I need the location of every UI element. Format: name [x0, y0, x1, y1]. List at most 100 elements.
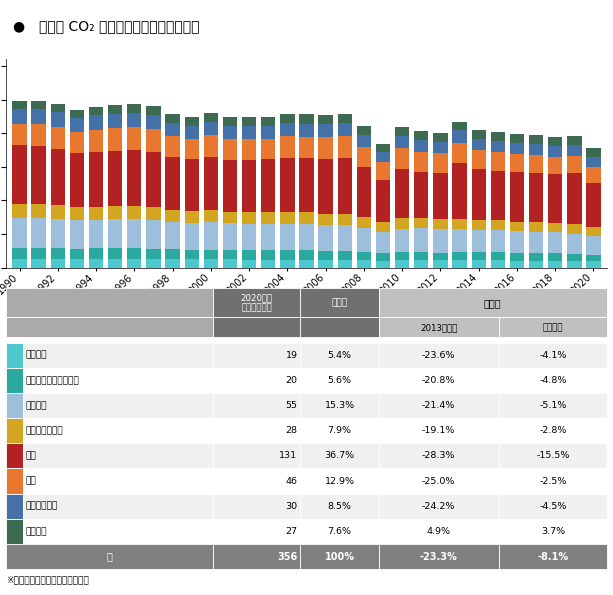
Bar — [147, 259, 161, 268]
Bar — [166, 157, 180, 209]
Bar — [338, 251, 352, 260]
Bar — [510, 172, 524, 222]
Text: 20: 20 — [286, 376, 297, 385]
Bar — [414, 131, 428, 140]
Text: 28: 28 — [286, 426, 297, 435]
Bar — [567, 173, 582, 224]
Bar — [51, 219, 65, 248]
Bar — [338, 114, 352, 123]
Bar — [261, 159, 275, 212]
Bar — [299, 158, 314, 212]
Bar — [357, 228, 371, 252]
Text: -25.0%: -25.0% — [422, 477, 455, 486]
Bar — [12, 109, 27, 124]
Bar — [395, 127, 409, 136]
Bar — [261, 259, 275, 268]
Bar — [31, 218, 46, 248]
Text: -4.8%: -4.8% — [539, 376, 566, 385]
Bar — [213, 468, 300, 494]
Bar — [376, 180, 390, 223]
Text: 5.4%: 5.4% — [327, 350, 351, 360]
Text: 計: 計 — [107, 552, 113, 562]
Bar — [89, 220, 103, 249]
Bar — [51, 149, 65, 205]
Bar — [471, 130, 486, 139]
Bar — [567, 254, 582, 261]
Bar — [147, 129, 161, 152]
Bar — [280, 250, 294, 259]
Text: 非製造業: 非製造業 — [26, 527, 47, 536]
Bar — [300, 544, 379, 569]
Bar — [433, 142, 447, 154]
Bar — [357, 167, 371, 217]
Bar — [379, 494, 499, 519]
Bar — [471, 260, 486, 268]
Text: -2.5%: -2.5% — [539, 477, 566, 486]
Bar — [213, 544, 300, 569]
Text: パルプ・紙・紙加工品: パルプ・紙・紙加工品 — [26, 376, 80, 385]
Bar — [433, 229, 447, 253]
Bar — [185, 139, 199, 159]
Bar — [490, 220, 505, 230]
Bar — [357, 135, 371, 147]
Bar — [299, 259, 314, 268]
Bar — [452, 130, 466, 143]
Bar — [490, 141, 505, 152]
Bar — [108, 151, 123, 206]
Bar — [213, 443, 300, 468]
Bar — [280, 158, 294, 212]
Bar — [70, 118, 84, 132]
Bar — [395, 228, 409, 252]
Bar — [357, 217, 371, 228]
Text: -28.3%: -28.3% — [422, 452, 455, 461]
Bar — [147, 115, 161, 129]
Bar — [376, 231, 390, 253]
Bar — [319, 115, 333, 124]
Bar — [548, 174, 562, 223]
Text: -24.2%: -24.2% — [422, 502, 455, 511]
Text: 7.9%: 7.9% — [327, 426, 351, 435]
Bar — [376, 162, 390, 180]
Text: 131: 131 — [280, 452, 297, 461]
Bar — [23, 468, 213, 494]
Bar — [529, 261, 543, 268]
Bar — [338, 123, 352, 136]
Bar — [89, 249, 103, 259]
Bar — [319, 260, 333, 268]
Bar — [490, 260, 505, 268]
Bar — [452, 218, 466, 229]
Bar — [12, 218, 27, 248]
Bar — [242, 160, 256, 212]
Bar — [127, 219, 142, 248]
Bar — [185, 126, 199, 139]
Bar — [147, 220, 161, 249]
Bar — [223, 117, 237, 126]
Bar — [127, 206, 142, 219]
Bar — [586, 255, 601, 261]
Bar — [299, 137, 314, 158]
Bar — [127, 259, 142, 268]
Bar — [567, 156, 582, 173]
Bar — [510, 134, 524, 143]
Bar — [490, 230, 505, 252]
Bar — [31, 146, 46, 205]
Bar — [414, 260, 428, 268]
Bar — [300, 343, 379, 368]
Bar — [51, 127, 65, 149]
Bar — [338, 136, 352, 158]
Bar — [6, 393, 23, 418]
Bar — [204, 135, 218, 157]
Bar — [23, 443, 213, 468]
Bar — [471, 230, 486, 252]
Bar — [433, 173, 447, 219]
Bar — [23, 368, 213, 393]
Text: -19.1%: -19.1% — [422, 426, 455, 435]
Text: -4.1%: -4.1% — [539, 350, 566, 360]
Bar — [414, 140, 428, 152]
Text: 27: 27 — [286, 527, 297, 536]
Bar — [204, 157, 218, 210]
Bar — [31, 101, 46, 109]
Text: -4.5%: -4.5% — [539, 502, 566, 511]
Bar — [51, 248, 65, 259]
Bar — [280, 259, 294, 268]
